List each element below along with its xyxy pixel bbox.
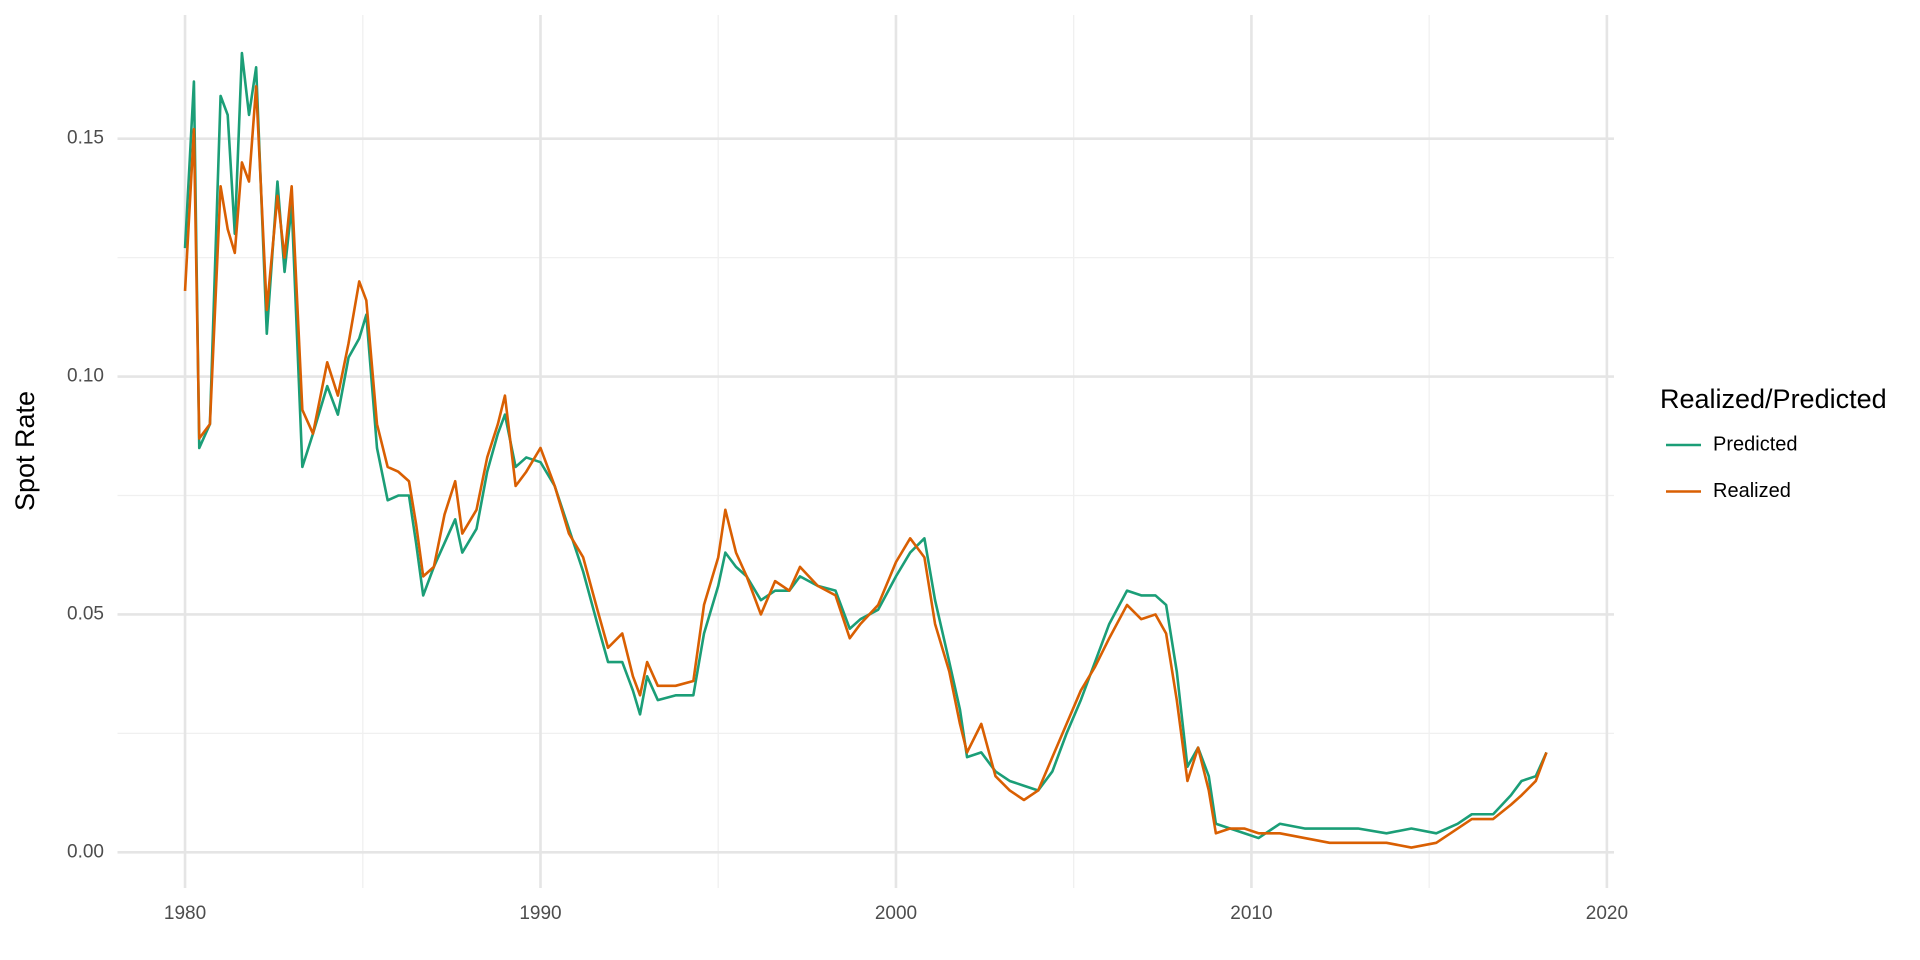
x-tick-label: 2020 xyxy=(1586,903,1628,924)
legend-title: Realized/Predicted xyxy=(1660,384,1887,414)
series-line xyxy=(183,51,1548,840)
x-tick-label: 2000 xyxy=(875,903,917,924)
y-tick-label: 0.15 xyxy=(67,128,104,149)
x-tick-label: 1980 xyxy=(164,903,206,924)
legend-label: Predicted xyxy=(1713,433,1798,455)
y-tick-label: 0.05 xyxy=(67,603,104,624)
y-axis-title: Spot Rate xyxy=(10,391,40,511)
y-tick-label: 0.00 xyxy=(67,841,104,862)
series-line xyxy=(183,85,1548,849)
x-tick-label: 1990 xyxy=(519,903,561,924)
y-tick-label: 0.10 xyxy=(67,366,104,387)
x-tick-label: 2010 xyxy=(1230,903,1272,924)
legend-label: Realized xyxy=(1713,480,1791,502)
